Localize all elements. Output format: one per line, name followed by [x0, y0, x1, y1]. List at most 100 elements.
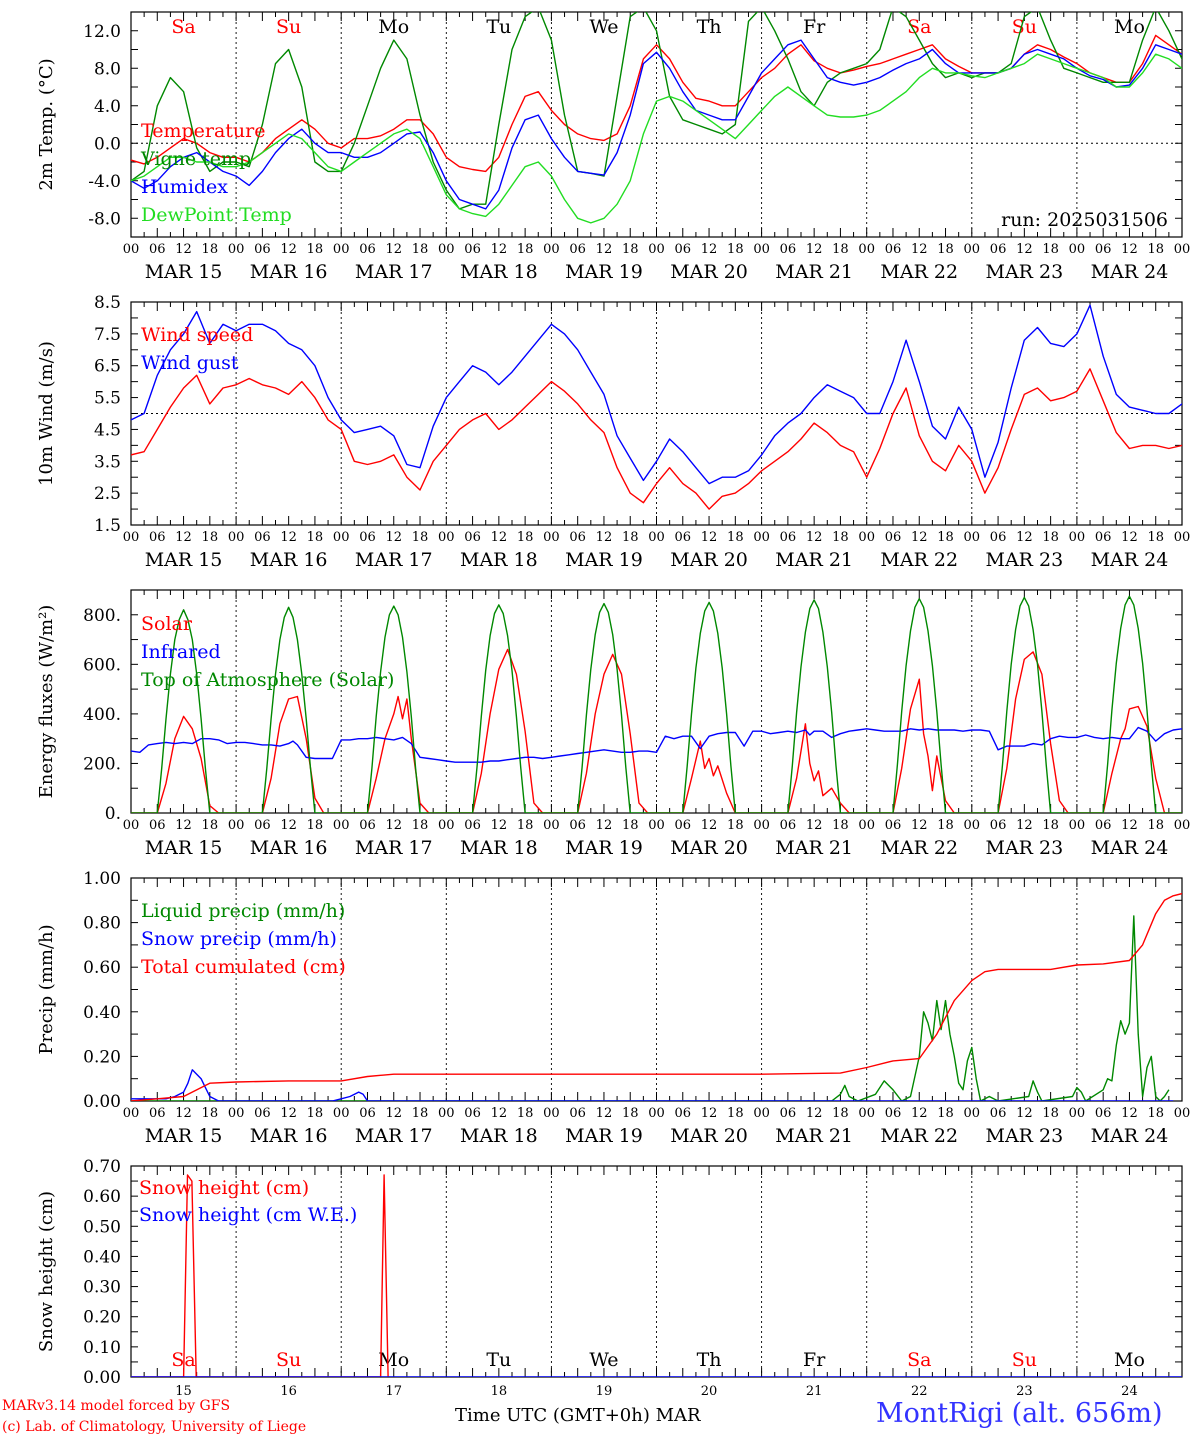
hour-tick-label: 06 [990, 530, 1007, 545]
date-label: MAR 23 [985, 261, 1063, 283]
hour-tick-label: 00 [753, 530, 770, 545]
hour-tick-label: 00 [123, 818, 140, 833]
hour-tick-label: 18 [832, 818, 849, 833]
hour-tick-label: 00 [964, 242, 981, 257]
y-tick-label: 8.5 [94, 293, 121, 313]
legend-entry: Wind gust [141, 352, 239, 374]
hour-tick-label: 18 [727, 818, 744, 833]
date-label: MAR 17 [355, 261, 433, 283]
hour-tick-label: 00 [543, 1106, 560, 1121]
date-label: MAR 22 [880, 837, 958, 859]
hour-tick-label: 00 [333, 818, 350, 833]
day-name-label: Su [276, 16, 301, 38]
hour-tick-label: 06 [359, 242, 376, 257]
legend-entry: Snow height (cm) [139, 1177, 309, 1199]
hour-tick-label: 18 [202, 530, 219, 545]
hour-tick-label: 00 [1069, 1106, 1086, 1121]
hour-tick-label: 12 [385, 530, 402, 545]
hour-tick-label: 00 [333, 530, 350, 545]
day-name-label: Su [1012, 1349, 1037, 1371]
y-tick-label: 0.60 [83, 1187, 121, 1207]
hour-tick-label: 18 [412, 242, 429, 257]
series-group [131, 12, 1182, 224]
date-label: MAR 16 [250, 261, 328, 283]
hour-tick-label: 12 [1121, 1106, 1138, 1121]
hour-tick-label: 06 [780, 818, 797, 833]
hour-tick-label: 00 [228, 818, 245, 833]
series-line-top-of-atmosphere-solar [131, 595, 1182, 813]
hour-tick-label: 12 [596, 818, 613, 833]
panel-1: -8.0 -4.0 0.0 4.0 8.0 12.0 2m Temp. (°C) 00 06 12… [36, 11, 1190, 283]
date-label: MAR 18 [460, 549, 538, 571]
hour-tick-label: 06 [780, 530, 797, 545]
legend-entry: Total cumulated (cm) [141, 956, 346, 978]
y-tick-label: 12.0 [83, 22, 121, 42]
legend-entry: Snow height (cm W.E.) [139, 1204, 357, 1226]
hour-tick-label: 00 [438, 818, 455, 833]
hour-tick-label: 12 [911, 1106, 928, 1121]
day-name-label: Tu [486, 1349, 511, 1371]
hour-tick-label: 00 [1069, 242, 1086, 257]
date-label: MAR 24 [1091, 1125, 1169, 1147]
hour-tick-label: 12 [701, 818, 718, 833]
y-tick-label: 4.0 [94, 97, 121, 117]
hour-tick-label: 18 [1042, 1106, 1059, 1121]
model-credit: MARv3.14 model forced by GFS [2, 1398, 231, 1414]
hour-tick-label: 18 [307, 1106, 324, 1121]
series-line-wind-speed [131, 368, 1182, 510]
y-tick-label: -4.0 [88, 172, 121, 192]
y-tick-label: 0.00 [83, 1368, 121, 1388]
hour-tick-label: 00 [964, 818, 981, 833]
hour-tick-label: 06 [464, 530, 481, 545]
hour-tick-label: 12 [491, 818, 508, 833]
date-label: MAR 19 [565, 261, 643, 283]
series-line-dewpoint-temp [131, 53, 1182, 224]
legend-entry: Infrared [141, 641, 221, 663]
hour-tick-label: 06 [675, 530, 692, 545]
day-name-label: Tu [486, 16, 511, 38]
hour-tick-label: 00 [753, 1106, 770, 1121]
hour-tick-label: 06 [885, 530, 902, 545]
series-line-liquid-precip-mm-h [131, 915, 1170, 1101]
day-name-label: Th [697, 1349, 722, 1371]
day-number-label: 16 [280, 1384, 297, 1399]
y-tick-label: 3.5 [94, 452, 121, 472]
hour-tick-label: 18 [202, 242, 219, 257]
day-name-label: Fr [803, 1349, 826, 1371]
hour-tick-label: 00 [543, 242, 560, 257]
day-number-label: 17 [385, 1384, 402, 1399]
y-tick-label: 0.40 [83, 1003, 121, 1023]
hour-tick-label: 06 [254, 530, 271, 545]
hour-tick-label: 00 [858, 530, 875, 545]
panel-4: 0.00 0.20 0.40 0.60 0.80 1.00 Precip (mm/h) 00 0… [36, 869, 1190, 1147]
hour-tick-label: 00 [438, 530, 455, 545]
y-tick-label: 0.60 [83, 958, 121, 978]
hour-tick-label: 06 [464, 1106, 481, 1121]
hour-tick-label: 18 [1042, 242, 1059, 257]
date-label: MAR 21 [775, 1125, 853, 1147]
hour-tick-label: 00 [858, 242, 875, 257]
date-label: MAR 17 [355, 1125, 433, 1147]
hour-tick-label: 18 [937, 242, 954, 257]
day-name-label: Mo [378, 16, 409, 38]
hour-tick-label: 18 [832, 242, 849, 257]
hour-tick-label: 00 [753, 242, 770, 257]
day-number-label: 20 [701, 1384, 718, 1399]
hour-tick-label: 18 [622, 242, 639, 257]
date-label: MAR 23 [985, 1125, 1063, 1147]
hour-tick-label: 18 [1147, 242, 1164, 257]
hour-tick-label: 18 [517, 242, 534, 257]
date-label: MAR 15 [145, 1125, 223, 1147]
date-label: MAR 16 [250, 549, 328, 571]
legend-entry: Solar [141, 613, 193, 635]
date-label: MAR 18 [460, 1125, 538, 1147]
y-axis-label: Precip (mm/h) [36, 924, 57, 1054]
hour-tick-label: 18 [622, 1106, 639, 1121]
hour-tick-label: 06 [149, 530, 166, 545]
date-label: MAR 19 [565, 837, 643, 859]
day-name-label: Fr [803, 16, 826, 38]
hour-tick-label: 18 [622, 818, 639, 833]
hour-tick-label: 00 [648, 818, 665, 833]
hour-tick-label: 18 [937, 1106, 954, 1121]
y-tick-label: 200. [83, 754, 121, 774]
